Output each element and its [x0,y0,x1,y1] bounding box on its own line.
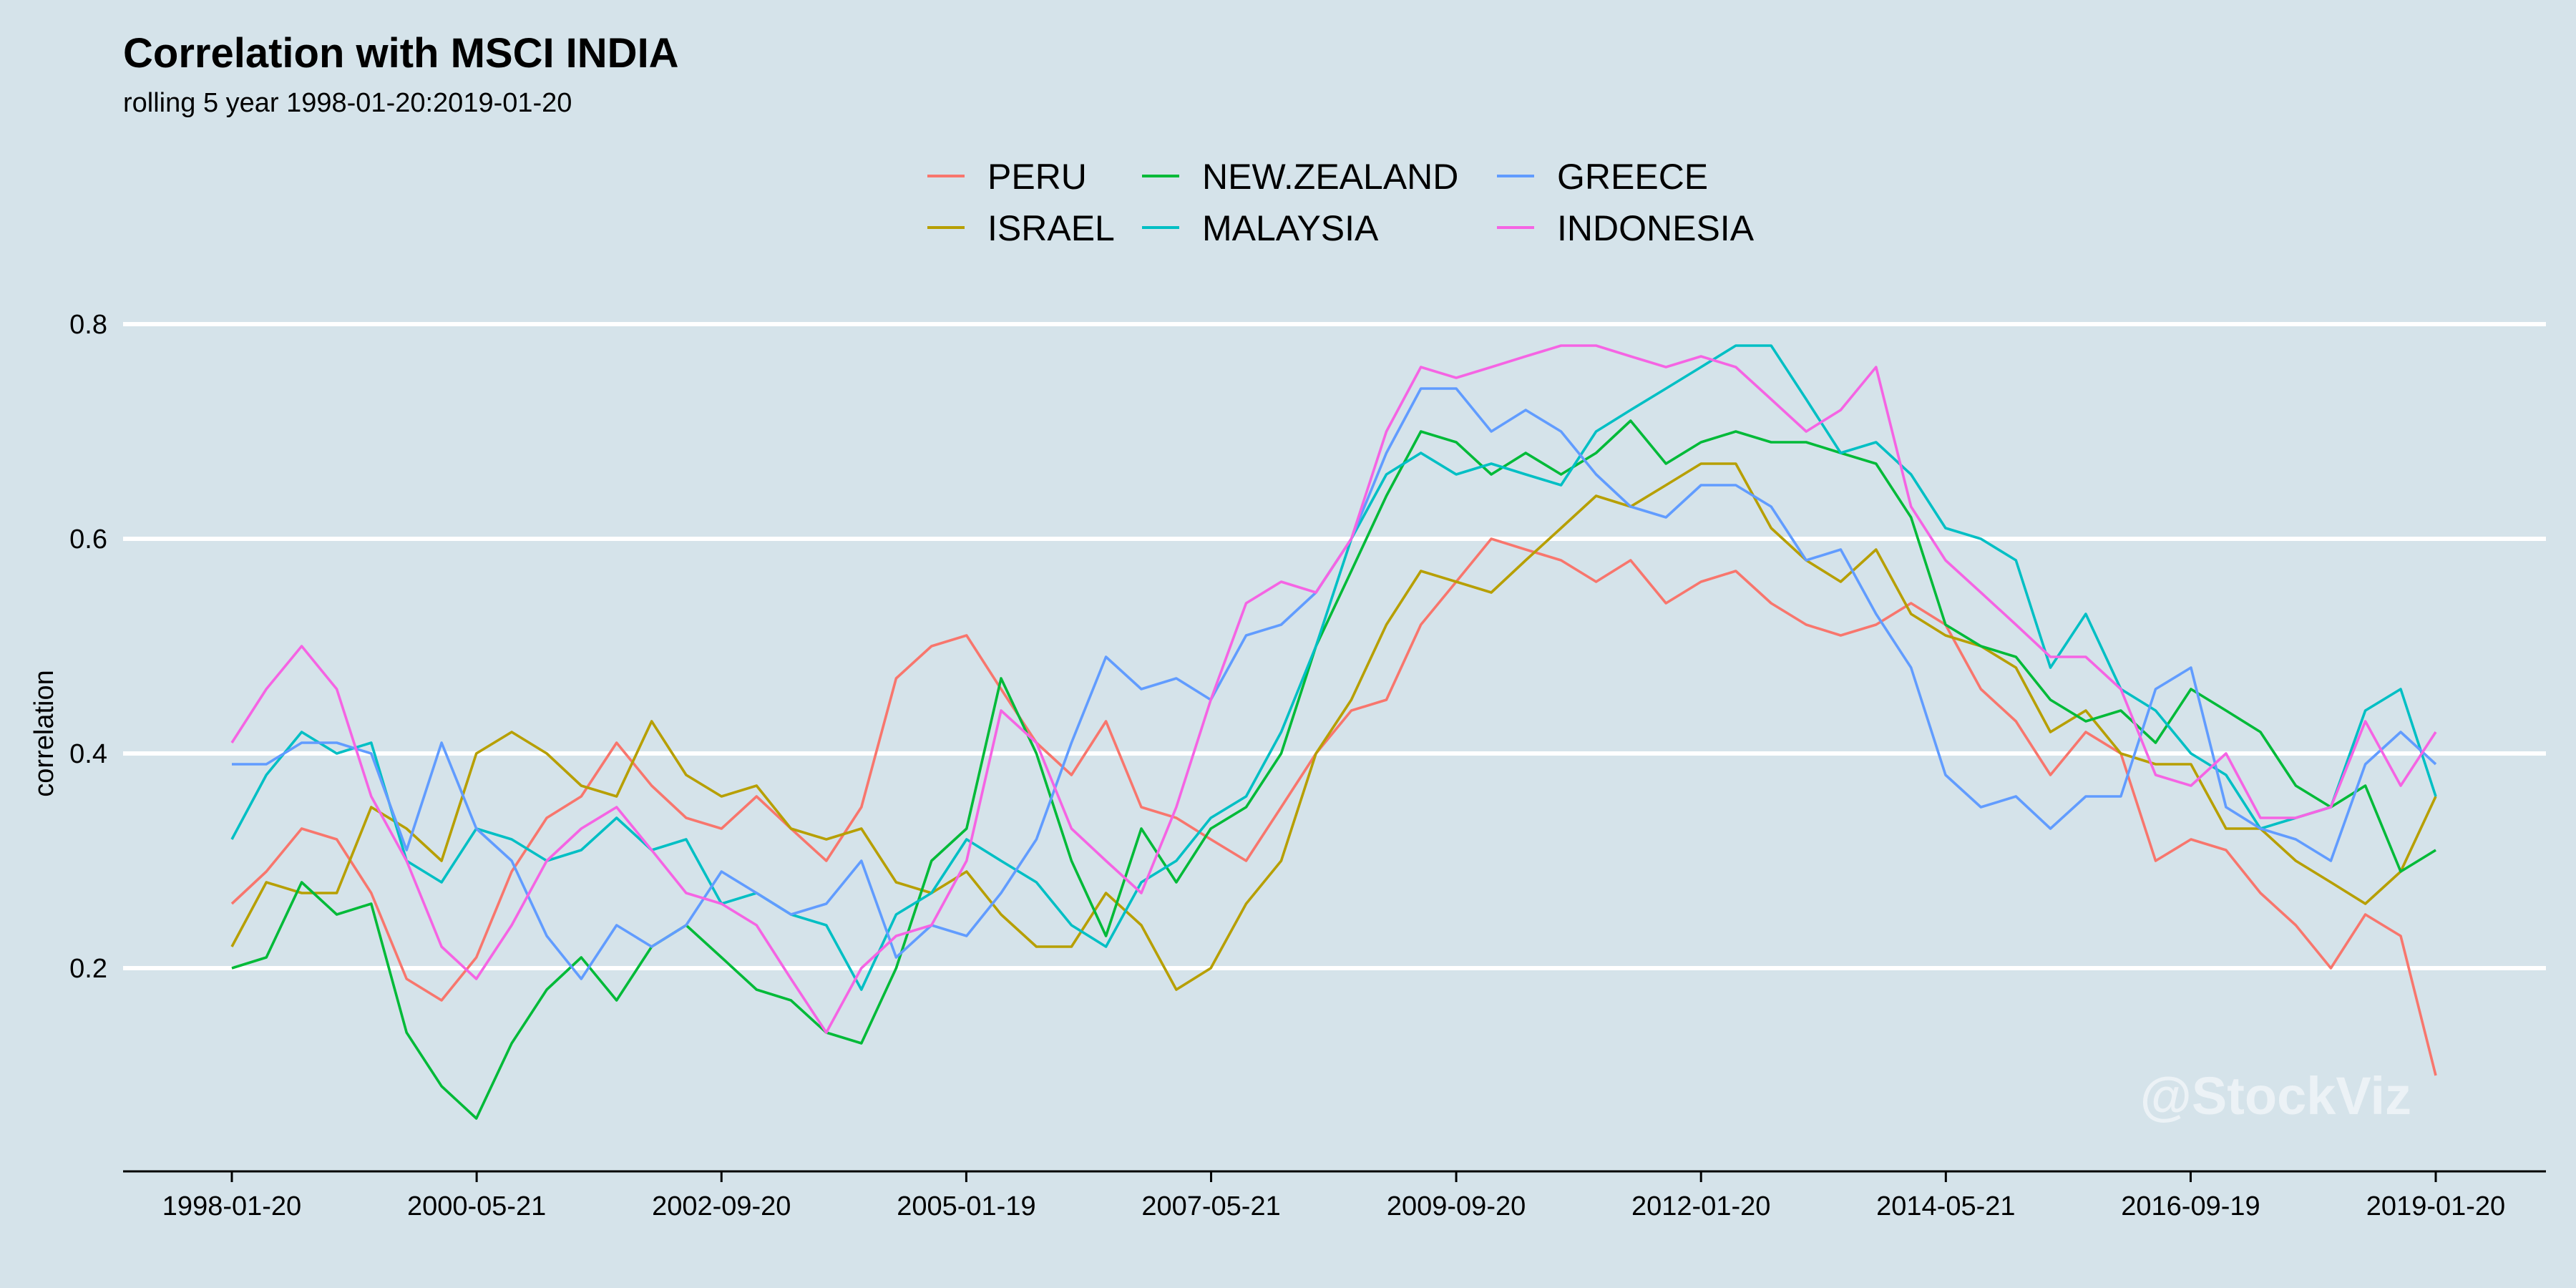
legend-label: PERU [987,157,1087,197]
y-tick-label: 0.8 [69,310,107,340]
y-tick-label: 0.6 [69,525,107,555]
series-line-indonesia [230,344,2437,1034]
legend-label: GREECE [1557,157,1708,197]
x-tick-label: 2007-05-21 [1141,1191,1280,1221]
series-line-peru [230,537,2437,1076]
x-tick-label: 2016-09-19 [2121,1191,2260,1221]
chart-subtitle: rolling 5 year 1998-01-20:2019-01-20 [123,88,572,118]
y-tick-label: 0.2 [69,954,107,984]
series-line-malaysia [230,344,2437,991]
legend-label: ISRAEL [987,208,1115,248]
x-tick-label: 2005-01-19 [897,1191,1035,1221]
legend-item-malaysia: MALAYSIA [1142,208,1379,248]
legend-item-new-zealand: NEW.ZEALAND [1142,157,1458,197]
x-tick-label: 2014-05-21 [1876,1191,2015,1221]
x-tick-label: 1998-01-20 [162,1191,301,1221]
legend-item-peru: PERU [927,157,1087,197]
legend-item-greece: GREECE [1497,157,1708,197]
chart-title: Correlation with MSCI INDIA [123,30,679,77]
series-line-israel [230,462,2437,991]
legend-item-indonesia: INDONESIA [1497,208,1755,248]
series-lines [230,344,2437,1120]
legend-label: MALAYSIA [1202,208,1379,248]
x-tick-label: 2009-09-20 [1387,1191,1526,1221]
legend: PERU ISRAEL NEW.ZEALAND MALAYSIA GREECE INDON… [927,157,1755,248]
x-axis-ticks: 1998-01-20 2000-05-21 2002-09-20 2005-01-19… [162,1171,2505,1221]
y-axis-title: correlation [29,670,59,796]
y-axis-ticks: 0.2 0.4 0.6 0.8 [69,310,107,984]
legend-label: INDONESIA [1557,208,1755,248]
legend-item-israel: ISRAEL [927,208,1115,248]
watermark: @StockViz [2140,1066,2411,1126]
x-tick-label: 2019-01-20 [2366,1191,2505,1221]
gridlines [123,322,2546,970]
legend-label: NEW.ZEALAND [1202,157,1458,197]
series-line-greece [232,387,2437,980]
series-line-new-zealand [231,419,2436,1120]
x-tick-label: 2000-05-21 [407,1191,546,1221]
x-tick-label: 2002-09-20 [652,1191,791,1221]
x-tick-label: 2012-01-20 [1631,1191,1770,1221]
y-tick-label: 0.4 [69,739,107,769]
